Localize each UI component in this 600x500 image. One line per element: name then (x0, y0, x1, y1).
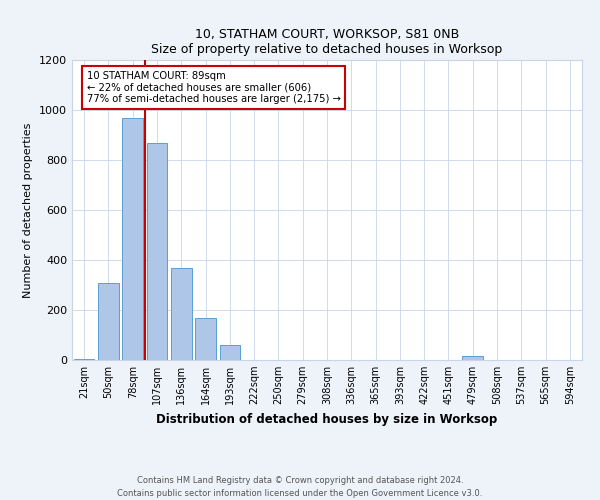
Bar (171, 268, 191, 360)
Text: Contains HM Land Registry data © Crown copyright and database right 2024.
Contai: Contains HM Land Registry data © Crown c… (118, 476, 482, 498)
X-axis label: Distribution of detached houses by size in Worksop: Distribution of detached houses by size … (157, 412, 497, 426)
Bar (195, 318, 216, 360)
Bar (122, 118, 143, 360)
Bar (98, 282, 119, 360)
Title: 10, STATHAM COURT, WORKSOP, S81 0NB
Size of property relative to detached houses: 10, STATHAM COURT, WORKSOP, S81 0NB Size… (151, 28, 503, 56)
Text: 10 STATHAM COURT: 89sqm
← 22% of detached houses are smaller (606)
77% of semi-d: 10 STATHAM COURT: 89sqm ← 22% of detache… (86, 71, 340, 104)
Y-axis label: Number of detached properties: Number of detached properties (23, 122, 34, 298)
Bar (74, 359, 94, 360)
Bar (463, 356, 483, 360)
Bar (220, 345, 240, 360)
Bar (146, 142, 167, 360)
